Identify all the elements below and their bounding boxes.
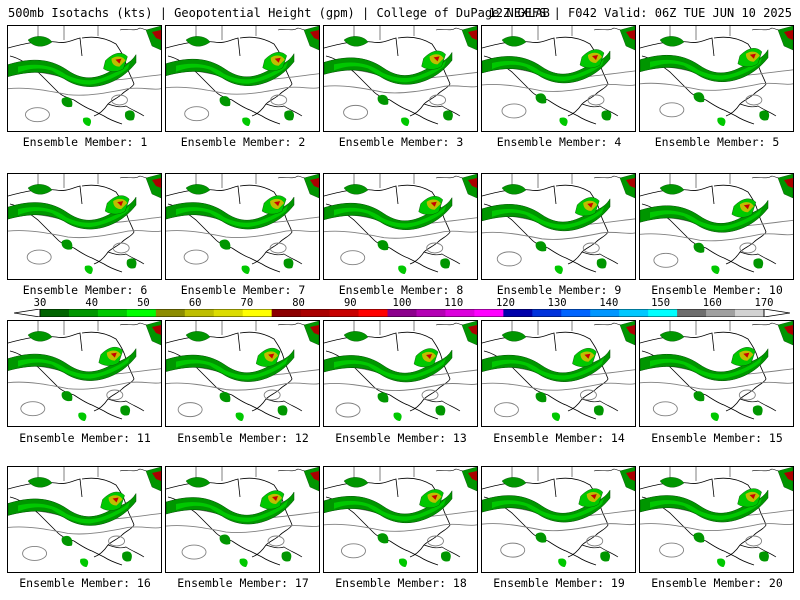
colorbar-swatch <box>474 309 504 317</box>
ensemble-member-label: Ensemble Member: 14 <box>493 431 625 445</box>
colorbar-swatch <box>416 309 446 317</box>
ensemble-member-map <box>7 320 162 427</box>
colorbar-swatch <box>590 309 620 317</box>
colorbar-swatch <box>735 309 765 317</box>
colorbar-low-arrow <box>14 309 41 317</box>
colorbar-swatch <box>271 309 302 317</box>
ensemble-member-label: Ensemble Member: 16 <box>19 576 151 590</box>
colorbar-swatch <box>126 309 157 317</box>
colorbar-swatch <box>155 309 186 317</box>
ensemble-member-map <box>639 25 794 132</box>
ensemble-member-label: Ensemble Member: 15 <box>651 431 783 445</box>
ensemble-member-map <box>165 466 320 573</box>
colorbar-swatch <box>329 309 360 317</box>
ensemble-member-label: Ensemble Member: 9 <box>496 283 622 297</box>
colorbar-swatch <box>503 309 533 317</box>
colorbar-swatch <box>97 309 128 317</box>
ensemble-member-map <box>165 25 320 132</box>
ensemble-member-label: Ensemble Member: 8 <box>338 283 464 297</box>
isotach-colorbar: 30 40 50 60 70 80 90 100 110 120 130 140 150 160 170 <box>14 297 790 319</box>
colorbar-swatch <box>677 309 707 317</box>
colorbar-swatch <box>40 309 70 317</box>
ensemble-member-label: Ensemble Member: 1 <box>22 135 148 149</box>
header-title-left: 500mb Isotachs (kts) | Geopotential Heig… <box>8 6 550 20</box>
colorbar-swatch <box>358 309 389 317</box>
ensemble-member-label: Ensemble Member: 4 <box>496 135 622 149</box>
ensemble-member-label: Ensemble Member: 7 <box>180 283 306 297</box>
colorbar-swatch <box>561 309 591 317</box>
ensemble-member-label: Ensemble Member: 5 <box>654 135 780 149</box>
colorbar-swatch <box>242 309 273 317</box>
colorbar-swatch <box>184 309 215 317</box>
colorbar-tick-label: 160 <box>702 297 722 309</box>
colorbar-swatch <box>648 309 678 317</box>
ensemble-member-map <box>7 25 162 132</box>
ensemble-member-map <box>323 25 478 132</box>
ensemble-member-map <box>165 173 320 280</box>
colorbar-high-arrow <box>763 309 790 317</box>
ensemble-member-map <box>323 466 478 573</box>
ensemble-member-label: Ensemble Member: 3 <box>338 135 464 149</box>
colorbar-swatch <box>213 309 244 317</box>
colorbar-swatch <box>300 309 331 317</box>
map-header: 500mb Isotachs (kts) | Geopotential Heig… <box>8 4 798 22</box>
ensemble-member-map <box>481 320 636 427</box>
colorbar-tick-label: 170 <box>754 297 774 309</box>
ensemble-member-map <box>7 173 162 280</box>
ensemble-member-map <box>323 173 478 280</box>
colorbar-swatch <box>532 309 562 317</box>
colorbar-swatch <box>619 309 649 317</box>
ensemble-member-label: Ensemble Member: 20 <box>651 576 783 590</box>
colorbar-swatch <box>68 309 99 317</box>
ensemble-member-label: Ensemble Member: 13 <box>335 431 467 445</box>
ensemble-member-map <box>7 466 162 573</box>
ensemble-member-label: Ensemble Member: 10 <box>651 283 783 297</box>
colorbar-tick-label: 150 <box>651 297 671 309</box>
colorbar-tick-label: 40 <box>85 297 99 309</box>
ensemble-member-map <box>323 320 478 427</box>
ensemble-member-label: Ensemble Member: 11 <box>19 431 151 445</box>
ensemble-member-map <box>639 320 794 427</box>
colorbar-tick-label: 50 <box>137 297 150 309</box>
ensemble-member-label: Ensemble Member: 6 <box>22 283 148 297</box>
colorbar-tick-label: 70 <box>240 297 254 309</box>
ensemble-member-map <box>639 173 794 280</box>
colorbar-tick-label: 110 <box>444 297 464 309</box>
ensemble-member-map <box>481 25 636 132</box>
header-title-right: 12Z GEFS | F042 Valid: 06Z TUE JUN 10 20… <box>488 6 792 20</box>
ensemble-member-label: Ensemble Member: 17 <box>177 576 309 590</box>
ensemble-member-map <box>639 466 794 573</box>
colorbar-tick-label: 80 <box>292 297 305 309</box>
ensemble-member-label: Ensemble Member: 19 <box>493 576 625 590</box>
colorbar-tick-label: 100 <box>392 297 412 309</box>
colorbar-tick-label: 140 <box>599 297 619 309</box>
ensemble-member-label: Ensemble Member: 2 <box>180 135 306 149</box>
colorbar-tick-label: 60 <box>188 297 202 309</box>
colorbar-tick-label: 90 <box>343 297 357 309</box>
ensemble-member-label: Ensemble Member: 12 <box>177 431 309 445</box>
colorbar-swatch <box>387 309 417 317</box>
colorbar-strip <box>14 309 790 317</box>
colorbar-frame <box>39 309 765 317</box>
ensemble-member-map <box>481 466 636 573</box>
ensemble-member-map <box>481 173 636 280</box>
ensemble-member-label: Ensemble Member: 18 <box>335 576 467 590</box>
colorbar-swatch <box>445 309 475 317</box>
colorbar-tick-label: 130 <box>547 297 567 309</box>
colorbar-swatch <box>706 309 736 317</box>
colorbar-tick-label: 120 <box>495 297 515 309</box>
colorbar-tick-label: 30 <box>33 297 47 309</box>
ensemble-member-map <box>165 320 320 427</box>
